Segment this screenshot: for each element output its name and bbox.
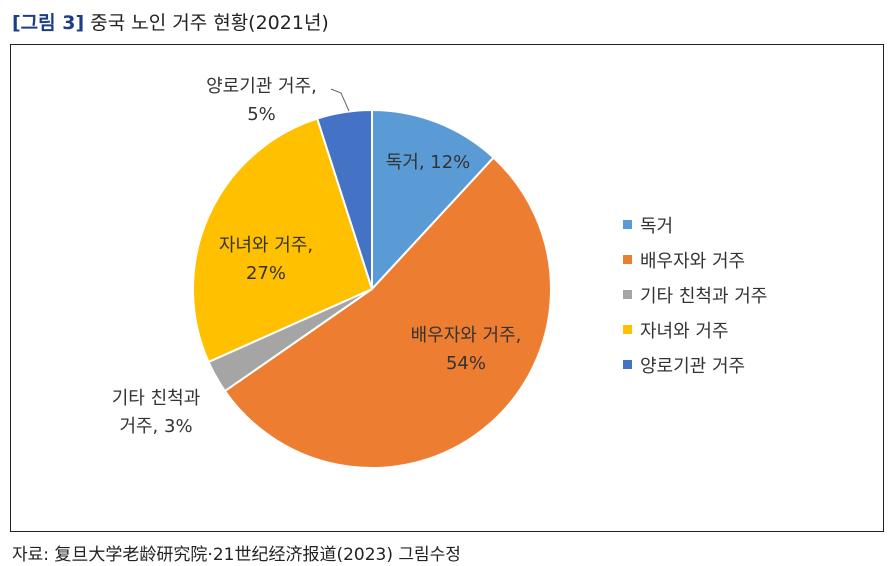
legend-swatch bbox=[623, 360, 632, 369]
legend-label: 자녀와 거주 bbox=[640, 320, 729, 342]
data-label-자녀와-거주: 자녀와 거주, 27% bbox=[191, 232, 341, 288]
pie-slice-4 bbox=[192, 117, 374, 364]
legend-label: 양로기관 거주 bbox=[640, 355, 746, 377]
legend-item-기타-친척과-거주: 기타 친척과 거주 bbox=[623, 277, 767, 312]
legend-label: 기타 친척과 거주 bbox=[640, 285, 768, 307]
legend-label: 배우자와 거주 bbox=[640, 250, 746, 272]
legend-swatch bbox=[623, 220, 632, 229]
data-label-독거: 독거, 12% bbox=[373, 149, 483, 177]
pie-slice-2 bbox=[223, 156, 552, 469]
legend-item-자녀와-거주: 자녀와 거주 bbox=[623, 312, 767, 347]
data-label-양로기관-거주: 양로기관 거주, 5% bbox=[189, 73, 334, 129]
legend-item-배우자와-거주: 배우자와 거주 bbox=[623, 242, 767, 277]
legend-item-독거: 독거 bbox=[623, 207, 767, 242]
data-label-line: 27% bbox=[245, 263, 286, 284]
data-label-line: 기타 친척과 bbox=[111, 388, 201, 409]
figure-title-text: 중국 노인 거주 현황(2021년) bbox=[90, 12, 329, 34]
legend-item-양로기관-거주: 양로기관 거주 bbox=[623, 347, 767, 382]
leader-line-nursing-home bbox=[330, 88, 350, 112]
pie-slice-1 bbox=[371, 108, 495, 292]
data-label-line: 독거, 12% bbox=[385, 152, 471, 173]
data-label-line: 5% bbox=[247, 104, 276, 125]
pie-chart bbox=[192, 88, 552, 469]
data-label-line: 거주, 3% bbox=[119, 416, 193, 437]
data-label-배우자와-거주: 배우자와 거주, 54% bbox=[381, 322, 551, 378]
legend-swatch bbox=[623, 255, 632, 264]
source-note: 자료: 复旦大学老龄研究院·21世纪经济报道(2023) 그림수정 bbox=[12, 545, 461, 565]
figure-number: [그림 3] bbox=[12, 12, 85, 34]
figure-title: [그림 3] 중국 노인 거주 현황(2021년) bbox=[12, 8, 329, 35]
legend-swatch bbox=[623, 325, 632, 334]
pie-slice-5 bbox=[315, 108, 373, 290]
data-label-line: 배우자와 거주, bbox=[410, 325, 522, 346]
data-label-line: 양로기관 거주, bbox=[206, 76, 317, 97]
legend-swatch bbox=[623, 290, 632, 299]
data-label-line: 자녀와 거주, bbox=[218, 235, 314, 256]
legend-label: 독거 bbox=[640, 215, 674, 237]
data-label-line: 54% bbox=[445, 353, 486, 374]
